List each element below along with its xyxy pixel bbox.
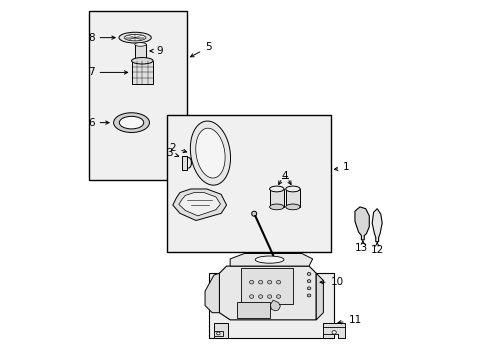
Bar — [131, 61, 153, 84]
Text: 10: 10 — [320, 277, 343, 287]
Ellipse shape — [276, 295, 280, 298]
Ellipse shape — [249, 295, 253, 298]
Ellipse shape — [249, 280, 253, 284]
Ellipse shape — [306, 280, 310, 283]
Ellipse shape — [331, 330, 336, 334]
Polygon shape — [316, 273, 323, 320]
Ellipse shape — [269, 204, 284, 210]
Ellipse shape — [124, 35, 145, 41]
Polygon shape — [214, 323, 228, 338]
Bar — [182, 156, 187, 170]
Bar — [285, 189, 300, 207]
Ellipse shape — [267, 295, 271, 298]
Ellipse shape — [258, 280, 262, 284]
Text: 12: 12 — [370, 245, 383, 255]
Polygon shape — [354, 207, 368, 240]
Bar — [88, 12, 187, 180]
Text: 9: 9 — [150, 46, 163, 56]
Ellipse shape — [119, 32, 151, 43]
Bar — [269, 189, 284, 207]
Bar — [241, 268, 292, 304]
Ellipse shape — [269, 186, 284, 192]
Ellipse shape — [255, 256, 284, 263]
Ellipse shape — [306, 294, 310, 297]
Polygon shape — [323, 327, 344, 338]
Polygon shape — [323, 323, 344, 338]
Polygon shape — [270, 300, 280, 311]
Ellipse shape — [119, 116, 143, 129]
Polygon shape — [179, 193, 220, 216]
Polygon shape — [371, 209, 382, 242]
Text: 11: 11 — [337, 315, 361, 325]
Text: 13: 13 — [354, 243, 367, 253]
Text: 7: 7 — [88, 67, 127, 77]
Polygon shape — [219, 266, 316, 320]
Bar — [208, 273, 333, 338]
Ellipse shape — [113, 113, 149, 132]
Text: 2: 2 — [169, 143, 186, 153]
Bar — [167, 116, 330, 252]
Ellipse shape — [131, 58, 153, 64]
Bar — [237, 302, 269, 318]
Ellipse shape — [285, 204, 300, 210]
Polygon shape — [204, 273, 219, 313]
Text: 1: 1 — [334, 162, 349, 172]
Polygon shape — [214, 331, 223, 336]
Ellipse shape — [258, 295, 262, 298]
Text: 8: 8 — [88, 33, 115, 42]
Ellipse shape — [135, 42, 146, 46]
Polygon shape — [195, 128, 224, 178]
Ellipse shape — [251, 211, 256, 216]
Polygon shape — [190, 121, 230, 185]
Ellipse shape — [216, 332, 220, 335]
Text: 6: 6 — [88, 118, 109, 128]
Ellipse shape — [306, 273, 310, 275]
Ellipse shape — [285, 186, 300, 192]
Ellipse shape — [267, 280, 271, 284]
Text: 3: 3 — [166, 148, 178, 158]
Ellipse shape — [276, 280, 280, 284]
Text: 4: 4 — [281, 171, 287, 181]
Polygon shape — [172, 189, 226, 221]
Text: 5: 5 — [190, 42, 211, 57]
Ellipse shape — [306, 287, 310, 290]
Polygon shape — [230, 253, 312, 266]
Bar — [135, 44, 146, 59]
